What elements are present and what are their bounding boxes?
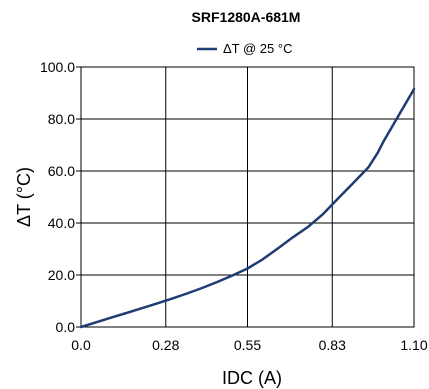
y-tick-label: 40.0 xyxy=(48,215,75,231)
grid xyxy=(81,67,414,327)
x-tick-label: 0.55 xyxy=(234,337,261,353)
x-axis-label: IDC (A) xyxy=(222,368,282,388)
series-line-dt-25c xyxy=(79,87,416,329)
y-axis: 0.0 20.0 40.0 60.0 80.0 100.0 xyxy=(40,59,81,335)
y-tick-label: 20.0 xyxy=(48,267,75,283)
chart-title: SRF1280A-681M xyxy=(192,9,301,25)
y-tick-label: 100.0 xyxy=(40,59,75,75)
y-tick-label: 0.0 xyxy=(56,319,76,335)
legend: ΔT @ 25 °C xyxy=(197,41,292,56)
x-tick-label: 0.0 xyxy=(71,337,91,353)
y-tick-label: 80.0 xyxy=(48,111,75,127)
y-axis-label: ΔT (°C) xyxy=(14,167,34,227)
x-axis: 0.0 0.28 0.55 0.83 1.10 xyxy=(71,337,428,353)
legend-label: ΔT @ 25 °C xyxy=(223,41,292,56)
x-tick-label: 1.10 xyxy=(400,337,427,353)
x-tick-label: 0.83 xyxy=(319,337,346,353)
x-tick-label: 0.28 xyxy=(152,337,179,353)
y-tick-label: 60.0 xyxy=(48,163,75,179)
